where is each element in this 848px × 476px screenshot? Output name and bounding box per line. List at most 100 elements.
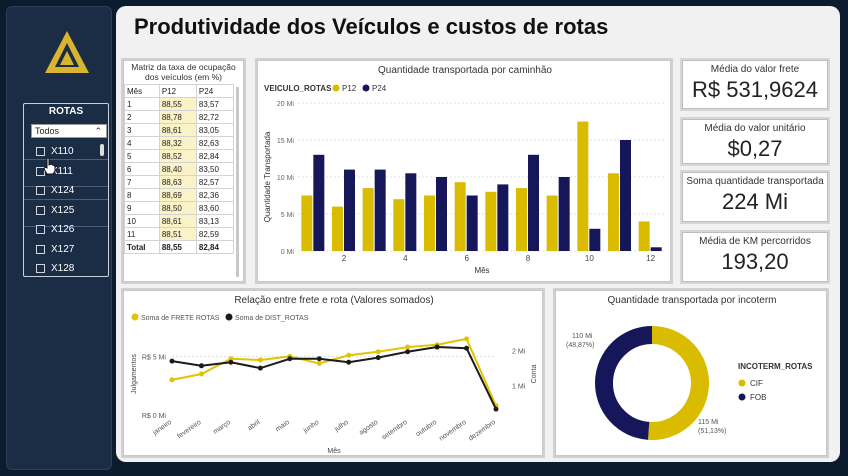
slicer-item-label: X126: [51, 224, 75, 236]
matrix-cell: 11: [124, 227, 160, 241]
bar-p24: [497, 184, 509, 251]
y-tick-label: 15 Mi: [277, 138, 295, 145]
legend-label: Soma de DIST_ROTAS: [235, 315, 309, 322]
line-point: [346, 352, 352, 358]
bar-p24: [650, 247, 662, 251]
x-tick-label: 12: [646, 254, 655, 263]
line-series: [171, 346, 497, 410]
matrix-row: 1 88,55 83,57: [124, 97, 235, 111]
checkbox[interactable]: [36, 244, 45, 254]
matrix-cell: 88,50: [158, 201, 197, 215]
x-tick-label: outubro: [415, 419, 439, 438]
slicer-dropdown[interactable]: Todos ⌃: [31, 124, 107, 138]
bar-p24: [313, 154, 325, 251]
slicer-item-label: X110: [51, 146, 74, 158]
slicer-scrollbar[interactable]: [100, 144, 104, 156]
bar-p24: [558, 177, 570, 251]
checkbox[interactable]: [36, 166, 45, 176]
bar-p24: [344, 169, 355, 251]
matrix-cell: 1: [124, 97, 160, 111]
bar-p12: [362, 188, 374, 251]
bar-p24: [405, 173, 417, 251]
slicer-item[interactable]: X110: [36, 142, 110, 162]
bar-p12: [301, 195, 313, 251]
checkbox[interactable]: [36, 205, 45, 215]
slicer-title: ROTAS: [48, 106, 84, 117]
slicer-item[interactable]: X111: [36, 162, 110, 182]
slicer-item-label: X127: [51, 243, 75, 255]
main-canvas: Produtividade dos Veículos e custos de r…: [116, 6, 840, 462]
bar-p12: [608, 173, 619, 251]
legend-label: P12: [342, 84, 357, 93]
line-point: [228, 356, 234, 362]
y-axis-label: Quantidade Transportada: [263, 131, 272, 222]
slicer-list: X110 X111 X124 X125 X126 X127 X128: [36, 142, 110, 279]
matrix-cell: 88,55: [158, 97, 197, 111]
matrix-cell: 88,61: [158, 123, 197, 137]
legend-title: INCOTERM_ROTAS: [738, 362, 813, 371]
line-point: [228, 359, 234, 365]
slicer-item[interactable]: X125: [36, 201, 110, 221]
line-point: [316, 360, 322, 366]
bar-p24: [589, 228, 601, 251]
matrix-scrollbar[interactable]: [236, 87, 239, 277]
slicer-item[interactable]: X126: [36, 220, 110, 240]
matrix-total-cell: 88,55: [158, 240, 197, 254]
donut-chart: Quantidade transportada por incoterm 115 …: [566, 295, 813, 440]
slicer-item[interactable]: X124: [36, 181, 110, 201]
slicer-item-label: X111: [51, 165, 73, 177]
line-series: [171, 337, 497, 407]
bar-chart: Quantidade transportada por caminhão VEIC…: [263, 65, 666, 275]
matrix-cell: 83,13: [195, 214, 235, 228]
y-tick-label: 10 Mi: [277, 175, 295, 182]
line-point: [405, 349, 411, 355]
card-value: 193,20: [721, 249, 789, 274]
card-avg-unit: Média do valor unitário $0,27: [682, 119, 828, 164]
y-tick-label: 5 Mi: [281, 212, 295, 219]
y-right-tick: 2 Mi: [512, 349, 526, 356]
x-axis-label: Mês: [327, 448, 341, 455]
matrix-header-cell[interactable]: P12: [158, 84, 197, 98]
line-point: [198, 363, 204, 369]
x-tick-label: 6: [464, 254, 469, 263]
matrix-row: 11 88,51 82,59: [124, 227, 235, 241]
donut-slice-cif: [648, 326, 709, 440]
legend-marker: [131, 313, 139, 321]
matrix-total-cell: 82,84: [195, 240, 235, 254]
slicer-item[interactable]: X128: [36, 259, 110, 279]
checkbox[interactable]: [36, 186, 45, 196]
checkbox[interactable]: [36, 264, 45, 274]
x-tick-label: setembro: [381, 419, 409, 442]
x-tick-label: maio: [275, 419, 292, 433]
slicer-item-label: X124: [51, 185, 75, 197]
card-label: Média do valor unitário: [704, 123, 806, 134]
matrix-header-cell[interactable]: P24: [195, 84, 235, 98]
matrix-cell: 88,52: [158, 149, 197, 163]
legend-marker: [332, 84, 340, 92]
slicer-item[interactable]: X127: [36, 240, 110, 260]
chart-title: Quantidade transportada por caminhão: [378, 65, 552, 76]
matrix-header-cell[interactable]: Mês: [124, 84, 160, 98]
matrix-cell: 82,84: [195, 149, 235, 163]
legend-label: CIF: [750, 379, 763, 388]
sidebar: ROTAS Todos ⌃ X110 X111 X124 X125 X126 X…: [6, 6, 112, 470]
matrix-cell: 88,69: [158, 188, 197, 202]
matrix-cell: 82,36: [195, 188, 235, 202]
checkbox[interactable]: [36, 147, 45, 157]
line-point: [257, 365, 263, 371]
matrix-cell: 5: [124, 149, 160, 163]
matrix-cell: 3: [124, 123, 160, 137]
x-tick-label: 4: [403, 254, 408, 263]
bar-p24: [528, 154, 539, 251]
card-avg-freight: Média do valor frete R$ 531,9624: [682, 60, 828, 109]
legend-label: FOB: [750, 393, 766, 402]
matrix-total-row: Total 88,55 82,84: [124, 240, 235, 254]
checkbox[interactable]: [36, 225, 45, 235]
x-tick-label: 10: [585, 254, 594, 263]
hand-cursor-icon: [43, 157, 56, 175]
company-logo: [45, 31, 89, 73]
y-tick-label: 0 Mi: [281, 249, 295, 256]
x-tick-label: fevereiro: [176, 419, 202, 440]
donut-slice-fob: [595, 326, 653, 440]
